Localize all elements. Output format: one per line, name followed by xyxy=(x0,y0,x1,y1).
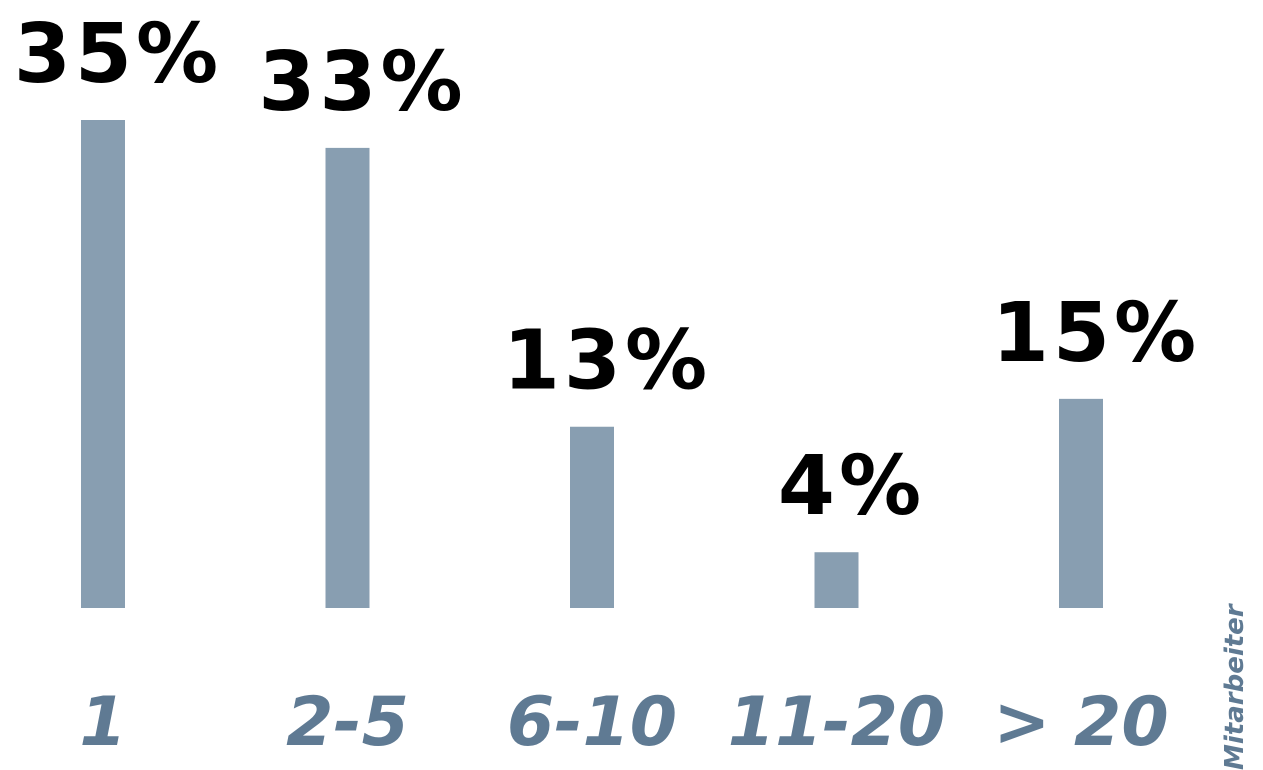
bar-3 xyxy=(814,552,859,608)
category-label-2: 6-10 xyxy=(507,683,677,762)
bar-1 xyxy=(325,147,370,608)
x-axis-unit-label: Mitarbeiter xyxy=(1220,602,1250,770)
value-label-1: 33% xyxy=(258,35,466,130)
bar-2 xyxy=(570,426,614,608)
value-label-3: 4% xyxy=(778,439,925,534)
category-label-1: 2-5 xyxy=(286,683,409,762)
value-label-0: 35% xyxy=(14,7,222,102)
bar-4 xyxy=(1059,398,1103,608)
category-label-3: 11-20 xyxy=(728,683,945,762)
category-label-4: > 20 xyxy=(993,683,1168,762)
value-label-4: 15% xyxy=(992,286,1200,381)
value-label-2: 13% xyxy=(503,314,711,409)
category-labels-group: 1 2-5 6-10 11-20 > 20 xyxy=(79,683,1168,762)
bars-group xyxy=(81,120,1103,608)
category-label-0: 1 xyxy=(79,683,126,762)
bar-0 xyxy=(81,120,125,608)
value-labels-group: 35% 33% 13% 4% 15% xyxy=(14,7,1200,534)
